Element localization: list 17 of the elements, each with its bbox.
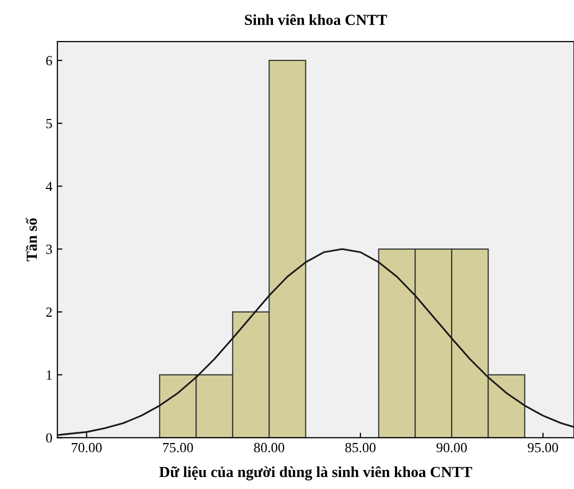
y-tick-label: 2 [46,308,52,317]
y-axis-title: Tần số [26,218,37,262]
x-axis-title: Dữ liệu của người dùng là sinh viên khoa CNTT [159,466,472,480]
y-tick-label: 5 [46,119,52,128]
x-tick-label: 75.00 [163,442,193,452]
x-tick-label: 80.00 [254,442,284,452]
x-tick-label: 70.00 [72,442,102,452]
chart-title: Sinh viên khoa CNTT [244,14,388,26]
line-series [57,248,574,436]
y-tick-label: 4 [46,182,52,191]
y-tick-label: 1 [46,370,52,380]
y-tick-label: 0 [46,433,52,443]
y-tick-label: 6 [46,56,52,66]
y-tick-label: 3 [46,244,52,254]
x-tick-label: 95.00 [528,442,558,452]
x-tick-label: 90.00 [436,442,467,452]
x-tick-label: 85.00 [345,442,376,452]
